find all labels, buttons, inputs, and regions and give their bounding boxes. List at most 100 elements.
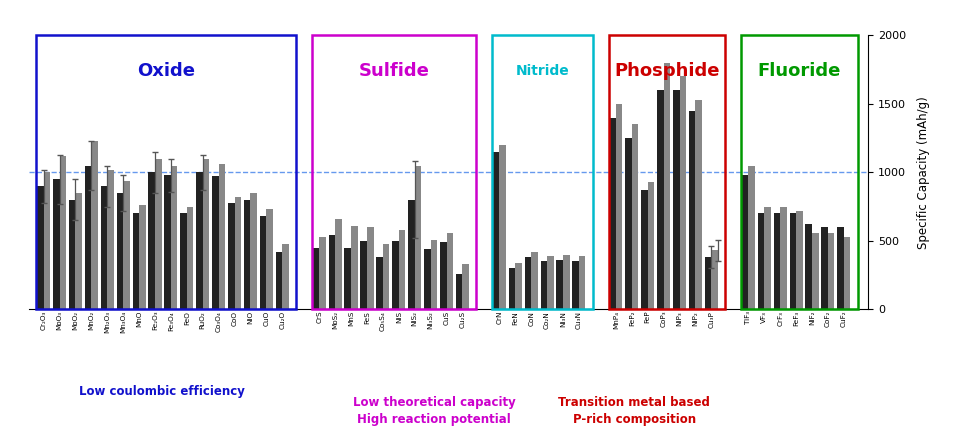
Bar <box>244 200 251 309</box>
Bar <box>37 186 44 309</box>
Bar <box>123 181 130 309</box>
Bar <box>789 213 795 309</box>
Bar <box>780 207 786 309</box>
Bar <box>212 176 218 309</box>
Bar <box>837 227 842 309</box>
Bar <box>679 76 685 309</box>
Bar <box>609 118 616 309</box>
Bar <box>218 164 225 309</box>
Bar <box>498 145 505 309</box>
Bar <box>53 179 59 309</box>
Bar <box>657 90 663 309</box>
Text: Low theoretical capacity
High reaction potential: Low theoretical capacity High reaction p… <box>353 396 515 426</box>
Bar <box>75 193 82 309</box>
Bar <box>319 237 325 309</box>
Bar <box>757 213 763 309</box>
Bar <box>624 138 631 309</box>
Bar <box>164 175 171 309</box>
Text: Oxide: Oxide <box>137 62 195 80</box>
Text: Fluoride: Fluoride <box>757 62 841 80</box>
Bar <box>91 141 98 309</box>
Text: Transition metal based
P-rich composition: Transition metal based P-rich compositio… <box>558 396 710 426</box>
Bar <box>540 261 547 309</box>
Bar <box>344 248 351 309</box>
Bar <box>795 211 801 309</box>
Bar <box>704 257 711 309</box>
Bar <box>313 248 319 309</box>
Bar <box>747 165 754 309</box>
Bar <box>180 213 187 309</box>
Bar <box>515 263 521 309</box>
Bar <box>69 200 75 309</box>
Bar <box>149 172 154 309</box>
Bar <box>547 256 553 309</box>
Bar <box>266 210 273 309</box>
Bar <box>44 172 51 309</box>
Bar <box>107 170 113 309</box>
Bar <box>446 232 453 309</box>
Bar <box>842 237 849 309</box>
Bar <box>85 165 91 309</box>
Bar <box>282 244 289 309</box>
Bar <box>408 200 415 309</box>
Bar <box>154 159 161 309</box>
Bar <box>351 226 357 309</box>
Bar <box>375 257 382 309</box>
Bar <box>647 182 654 309</box>
Bar <box>139 205 146 309</box>
Bar <box>196 172 202 309</box>
Bar <box>116 193 123 309</box>
Bar <box>672 90 679 309</box>
Bar <box>398 230 405 309</box>
Bar <box>493 152 498 309</box>
Bar <box>423 249 430 309</box>
Bar <box>578 256 585 309</box>
Bar <box>821 227 827 309</box>
Bar <box>259 216 266 309</box>
Bar <box>773 213 780 309</box>
Bar <box>631 125 638 309</box>
Bar <box>562 255 569 309</box>
Bar <box>524 257 531 309</box>
Bar <box>711 251 718 309</box>
Text: Sulfide: Sulfide <box>358 62 429 80</box>
Bar <box>171 165 177 309</box>
Bar <box>763 207 770 309</box>
Bar <box>187 207 193 309</box>
Bar <box>556 260 562 309</box>
Bar <box>741 175 747 309</box>
Bar <box>275 252 282 309</box>
Bar <box>132 213 139 309</box>
Bar <box>335 219 341 309</box>
Bar <box>616 104 621 309</box>
Bar <box>328 236 335 309</box>
Bar <box>531 252 537 309</box>
Bar <box>202 159 209 309</box>
Bar <box>251 193 256 309</box>
Bar <box>59 156 66 309</box>
Bar <box>392 241 398 309</box>
Bar <box>439 242 446 309</box>
Bar <box>382 244 389 309</box>
Bar <box>360 241 367 309</box>
Bar <box>430 240 436 309</box>
Y-axis label: Specific Capacity (mAh/g): Specific Capacity (mAh/g) <box>916 96 929 249</box>
Bar <box>695 100 701 309</box>
Bar <box>827 232 834 309</box>
Bar <box>456 274 462 309</box>
Bar <box>367 227 374 309</box>
Bar <box>640 190 647 309</box>
Text: Low coulombic efficiency: Low coulombic efficiency <box>79 385 245 398</box>
Bar <box>415 165 421 309</box>
Bar <box>572 261 578 309</box>
Bar <box>462 264 469 309</box>
Bar <box>234 197 241 309</box>
Bar <box>508 268 515 309</box>
Bar <box>804 225 811 309</box>
Bar <box>688 110 695 309</box>
Text: Nitride: Nitride <box>515 64 569 78</box>
Bar <box>228 202 234 309</box>
Bar <box>663 63 670 309</box>
Text: Phosphide: Phosphide <box>614 62 719 80</box>
Bar <box>101 186 107 309</box>
